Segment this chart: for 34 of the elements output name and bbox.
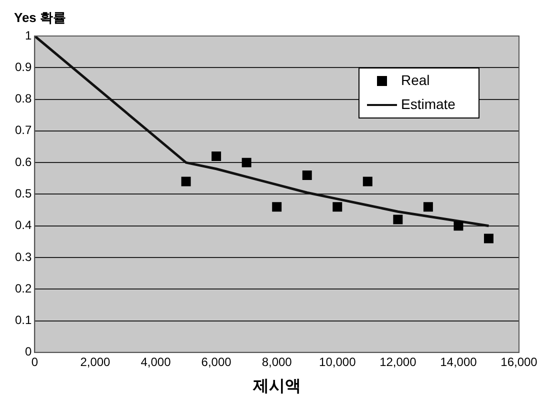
x-axis-title: 제시액	[252, 378, 301, 395]
x-tick-label: 6,000	[201, 354, 232, 369]
point	[393, 214, 403, 224]
point	[272, 202, 282, 212]
x-tick-label: 4,000	[140, 354, 172, 369]
y-tick-label: 0.2	[14, 281, 32, 296]
y-tick-label: 0.5	[14, 186, 32, 201]
point	[181, 176, 191, 186]
point	[454, 221, 464, 231]
y-tick-label: 0.8	[14, 92, 32, 106]
y-axis-title: Yes 확률	[14, 10, 66, 26]
y-tick-label: 1	[24, 28, 32, 42]
point	[332, 202, 342, 212]
point	[362, 176, 372, 186]
x-tick-label: 14,000	[440, 354, 478, 369]
point	[423, 202, 433, 212]
legend-label: Estimate	[401, 96, 456, 112]
y-tick-label: 0.6	[14, 154, 32, 169]
y-tick-label: 0.4	[14, 218, 32, 232]
y-tick-label: 0.9	[14, 60, 32, 74]
y-tick-label: 0.3	[14, 250, 32, 264]
point	[484, 234, 494, 244]
point	[302, 170, 312, 180]
x-tick-label: 8,000	[262, 354, 292, 369]
x-tick-label: 12,000	[380, 354, 417, 369]
y-tick-label: 0.1	[14, 313, 32, 328]
point	[212, 151, 222, 161]
y-tick-label: 0	[24, 344, 32, 359]
legend-label: Real	[401, 72, 430, 88]
x-tick-label: 10,000	[319, 354, 356, 369]
x-tick-label: 16,000	[500, 354, 538, 369]
y-tick-label: 0.7	[14, 123, 32, 138]
x-tick-label: 2,000	[80, 354, 111, 369]
point	[242, 158, 252, 168]
